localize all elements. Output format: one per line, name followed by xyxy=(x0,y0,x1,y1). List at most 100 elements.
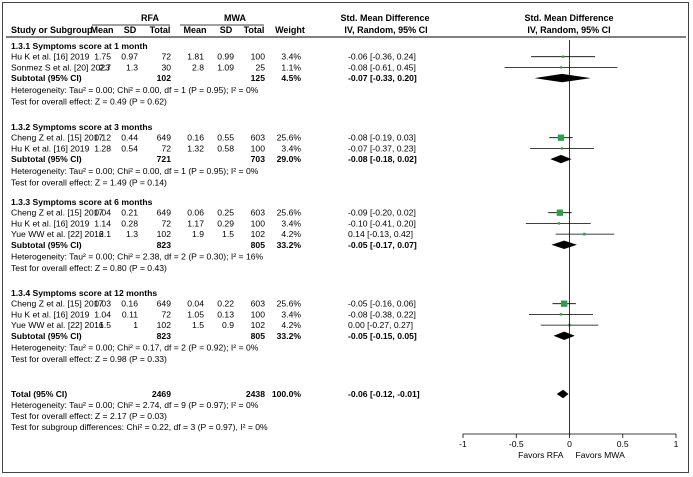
subtotal-n2: 805 xyxy=(251,240,266,250)
study-weight: 3.4% xyxy=(281,52,301,62)
study-mean2: 1.81 xyxy=(187,52,204,62)
subtotal-n1: 721 xyxy=(157,154,172,164)
study-sd1: 1.3 xyxy=(126,229,138,239)
header-group1-label: RFA xyxy=(141,13,160,23)
study-n2: 603 xyxy=(251,208,266,218)
footer-line: Test for subgroup differences: Chi² = 0.… xyxy=(11,422,268,432)
study-ci: -0.08 [-0.19, 0.03] xyxy=(348,133,416,143)
study-name: Hu K et al. [16] 2019 xyxy=(11,309,90,319)
header-sd2: SD xyxy=(220,25,233,35)
study-sd2: 0.25 xyxy=(217,208,234,218)
study-point-marker xyxy=(560,147,564,150)
study-point-marker xyxy=(561,55,565,58)
study-sd2: 0.29 xyxy=(217,218,234,228)
header-group2-label: MWA xyxy=(224,13,246,23)
study-mean1: 1.14 xyxy=(94,218,111,228)
study-point-marker xyxy=(557,222,561,225)
study-n1: 649 xyxy=(157,299,172,309)
subgroup-overall-test: Test for overall effect: Z = 0.49 (P = 0… xyxy=(11,97,167,107)
subtotal-label: Subtotal (95% CI) xyxy=(11,154,82,164)
study-weight: 3.4% xyxy=(281,309,301,319)
header-study-col: Study or Subgroup xyxy=(11,25,93,35)
subtotal-ci: -0.05 [-0.17, 0.07] xyxy=(348,240,417,250)
study-point-marker xyxy=(583,232,586,236)
study-sd2: 0.58 xyxy=(217,143,234,153)
study-sd2: 0.9 xyxy=(222,320,234,330)
study-sd1: 0.97 xyxy=(121,52,138,62)
study-sd1: 0.44 xyxy=(121,133,138,143)
subgroup-overall-test: Test for overall effect: Z = 1.49 (P = 0… xyxy=(11,178,167,188)
footer-line: Heterogeneity: Tau² = 0.00; Chi² = 2.74,… xyxy=(11,400,259,410)
study-mean1: 1.5 xyxy=(99,320,111,330)
study-n1: 102 xyxy=(157,229,172,239)
study-n2: 102 xyxy=(251,229,266,239)
study-sd2: 0.13 xyxy=(217,309,234,319)
x-axis-right-label: Favors MWA xyxy=(576,450,626,460)
subtotal-ci: -0.07 [-0.33, 0.20] xyxy=(348,73,417,83)
study-mean1: 1.75 xyxy=(94,52,111,62)
x-axis-tick-label: 1 xyxy=(674,439,679,449)
study-mean2: 0.16 xyxy=(187,133,204,143)
header-total1: Total xyxy=(150,25,171,35)
x-axis-tick-label: -1 xyxy=(459,439,467,449)
study-n2: 603 xyxy=(251,133,266,143)
subgroup-heterogeneity: Heterogeneity: Tau² = 0.00; Chi² = 0.00,… xyxy=(11,85,259,95)
study-n2: 102 xyxy=(251,320,266,330)
x-axis-tick-label: 0.5 xyxy=(617,439,629,449)
total-diamond xyxy=(556,389,569,399)
subgroup-title: 1.3.2 Symptoms score at 3 months xyxy=(11,122,153,132)
study-n2: 100 xyxy=(251,218,266,228)
study-sd1: 0.54 xyxy=(121,143,138,153)
subtotal-diamond xyxy=(553,331,575,340)
study-mean1: 1.04 xyxy=(94,309,111,319)
subgroup-title: 1.3.1 Symptoms score at 1 month xyxy=(11,41,148,51)
subtotal-ci: -0.05 [-0.15, 0.05] xyxy=(348,331,417,341)
subtotal-weight: 33.2% xyxy=(277,331,302,341)
study-weight: 4.2% xyxy=(281,229,301,239)
study-mean1: 0.12 xyxy=(94,133,111,143)
study-n1: 649 xyxy=(157,133,172,143)
subtotal-weight: 29.0% xyxy=(277,154,302,164)
study-sd1: 1.3 xyxy=(126,62,138,72)
study-mean2: 1.9 xyxy=(192,229,204,239)
subgroup-title: 1.3.3 Symptoms score at 6 months xyxy=(11,197,153,207)
study-sd2: 0.22 xyxy=(217,299,234,309)
study-ci: -0.07 [-0.37, 0.23] xyxy=(348,143,416,153)
study-sd1: 0.16 xyxy=(121,299,138,309)
study-n2: 100 xyxy=(251,309,266,319)
subtotal-diamond xyxy=(534,73,591,83)
study-name: Yue WW et al. [22] 2016 xyxy=(11,229,104,239)
subtotal-n1: 823 xyxy=(157,331,172,341)
study-sd1: 0.21 xyxy=(121,208,138,218)
subgroup-heterogeneity: Heterogeneity: Tau² = 0.00; Chi² = 0.17,… xyxy=(11,343,259,353)
study-sd2: 1.09 xyxy=(217,62,234,72)
study-mean1: 1.28 xyxy=(94,143,111,153)
study-weight: 25.6% xyxy=(277,208,302,218)
study-mean1: 2.7 xyxy=(99,62,111,72)
study-point-marker xyxy=(556,209,564,216)
subtotal-weight: 4.5% xyxy=(281,73,301,83)
study-name: Hu K et al. [16] 2019 xyxy=(11,143,90,153)
study-weight: 25.6% xyxy=(277,133,302,143)
study-n1: 72 xyxy=(161,143,171,153)
study-name: Cheng Z et al. [15] 2017 xyxy=(11,208,103,218)
study-mean2: 0.04 xyxy=(187,299,204,309)
figure-border xyxy=(2,2,689,473)
study-ci: -0.06 [-0.36, 0.24] xyxy=(348,52,416,62)
total-n2: 2438 xyxy=(246,389,265,399)
study-sd2: 0.55 xyxy=(217,133,234,143)
study-n2: 100 xyxy=(251,52,266,62)
study-ci: 0.00 [-0.27, 0.27] xyxy=(348,320,413,330)
study-name: Cheng Z et al. [15] 2017 xyxy=(11,299,103,309)
header-total2: Total xyxy=(244,25,265,35)
header-effect-title: Std. Mean Difference xyxy=(340,13,429,23)
header-plot-title: Std. Mean Difference xyxy=(524,13,613,23)
header-mean2: Mean xyxy=(183,25,206,35)
study-weight: 25.6% xyxy=(277,299,302,309)
subtotal-label: Subtotal (95% CI) xyxy=(11,240,82,250)
study-name: Cheng Z et al. [15] 2017 xyxy=(11,133,103,143)
study-n1: 72 xyxy=(161,52,171,62)
study-mean2: 1.17 xyxy=(187,218,204,228)
subtotal-diamond xyxy=(550,154,572,164)
